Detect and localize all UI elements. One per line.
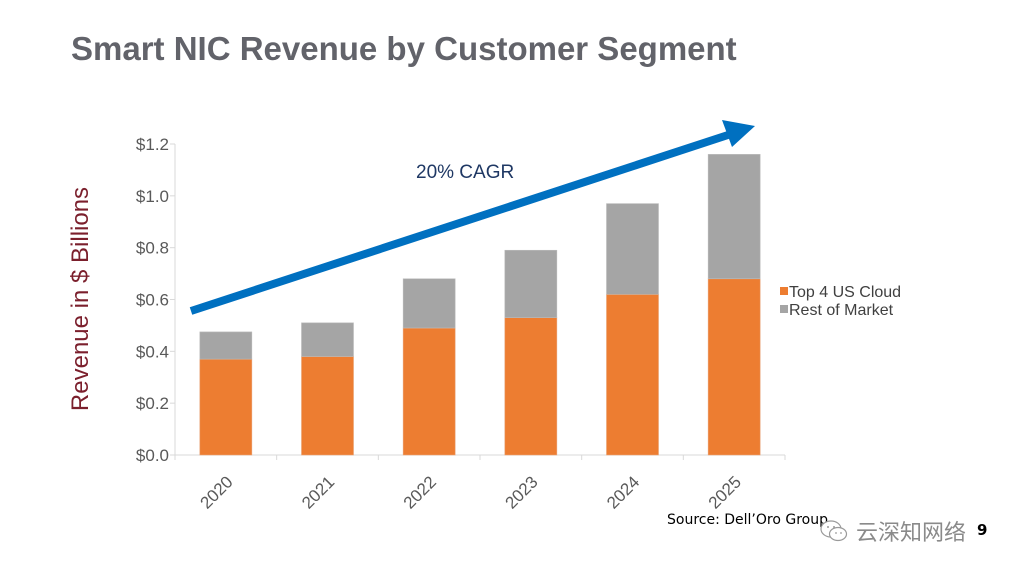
y-tick-label: $0.6 (136, 291, 169, 310)
y-tick-label: $1.0 (136, 187, 169, 206)
x-tick-label: 2024 (603, 472, 643, 512)
legend-swatch (780, 287, 788, 295)
slide-title: Smart NIC Revenue by Customer Segment (71, 30, 737, 67)
bar-rest-of-market-2025 (707, 154, 761, 280)
bar-top-4-us-cloud-2024 (606, 294, 659, 456)
y-tick-label: $0.4 (136, 342, 169, 361)
bar-top-4-us-cloud-2023 (504, 317, 558, 456)
y-axis-label: Revenue in $ Billions (67, 186, 94, 412)
watermark: 云深知网络 (820, 515, 966, 547)
x-tick-label: 2025 (705, 472, 745, 512)
bar-rest-of-market-2022 (402, 278, 456, 329)
legend-label: Rest of Market (789, 302, 894, 319)
bar-rest-of-market-2024 (606, 203, 659, 295)
x-tick-label: 2020 (196, 472, 236, 512)
bar-rest-of-market-2023 (504, 249, 558, 318)
trend-arrow-head (722, 120, 755, 147)
y-tick-label: $0.2 (136, 394, 169, 413)
wechat-icon (820, 520, 848, 542)
bar-top-4-us-cloud-2021 (301, 356, 354, 456)
axes (170, 143, 786, 460)
source-note: Source: Dell’Oro Group (667, 512, 828, 528)
y-tick-labels: $0.0 $0.2 $0.4 $0.6 $0.8 $1.0 $1.2 (136, 135, 169, 465)
cagr-label: 20% CAGR (416, 162, 514, 183)
page-number: 9 (977, 521, 988, 539)
legend-label: Top 4 US Cloud (789, 284, 901, 301)
x-tick-label: 2022 (400, 472, 440, 512)
bar-top-4-us-cloud-2020 (199, 358, 253, 456)
trend-arrow-shaft (189, 131, 730, 315)
cagr-trend-arrow: 20% CAGR (189, 120, 755, 315)
y-tick-label: $1.2 (136, 135, 169, 154)
bar-rest-of-market-2020 (199, 331, 253, 360)
bars (199, 154, 761, 456)
legend-swatch (780, 305, 788, 313)
watermark-text: 云深知网络 (856, 520, 967, 545)
y-tick-label: $0.0 (136, 446, 169, 465)
x-tick-label: 2023 (501, 472, 541, 512)
y-tick-label: $0.8 (136, 239, 169, 258)
x-tick-label: 2021 (298, 472, 338, 512)
bar-top-4-us-cloud-2022 (402, 327, 456, 456)
bar-top-4-us-cloud-2025 (707, 278, 761, 456)
bar-rest-of-market-2021 (301, 322, 354, 357)
x-tick-labels: 2020 2021 2022 2023 2024 2025 (196, 472, 745, 512)
